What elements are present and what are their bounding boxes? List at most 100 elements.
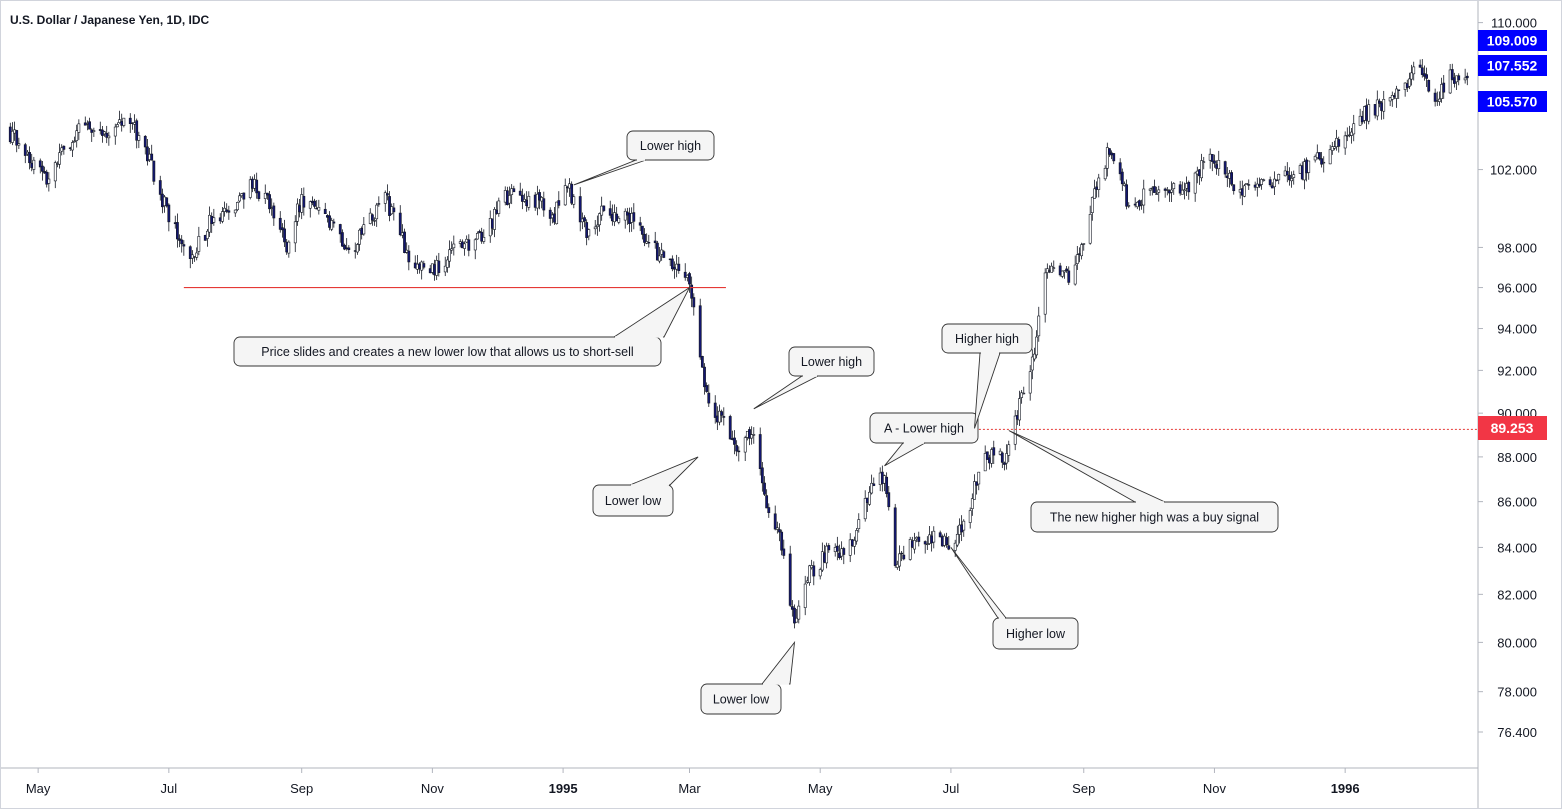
candle-bear [272, 205, 276, 219]
candle-bull [962, 520, 966, 531]
candle-bear [392, 207, 396, 213]
candle-bear [670, 258, 674, 270]
candle-bull [587, 229, 591, 237]
candle-bear [1138, 200, 1141, 207]
candle-bull [1292, 174, 1296, 178]
candle-bear [398, 212, 402, 236]
candle-bear [188, 246, 192, 259]
callout-box [992, 617, 1079, 650]
candle-bear [1230, 172, 1234, 185]
candle-bear [158, 180, 162, 195]
candle-bull [1097, 177, 1101, 190]
candle-bull [857, 519, 861, 530]
candle-bull [77, 123, 81, 133]
candle-bull [212, 217, 216, 223]
candle-bull [1330, 146, 1334, 151]
candle-bear [41, 165, 44, 172]
x-tick-label: 1996 [1331, 781, 1360, 796]
candle-bear [1210, 154, 1214, 162]
annotation-callout[interactable]: Lower low [700, 640, 796, 715]
y-tick-label: 76.400 [1497, 725, 1537, 740]
candle-bull [870, 482, 874, 494]
candle-bull [1170, 189, 1174, 193]
candle-bear [677, 263, 681, 272]
candle-bull [848, 539, 852, 556]
candle-bull [355, 244, 359, 253]
candle-bull [1052, 267, 1056, 269]
candle-bull [1343, 135, 1347, 149]
candle-bear [227, 210, 231, 213]
callout-label: Lower low [605, 494, 662, 508]
annotation-callout[interactable]: Higher low [950, 547, 1079, 650]
annotation-callout[interactable]: Lower low [592, 456, 699, 517]
candle-bear [180, 239, 184, 245]
candle-bull [598, 213, 601, 226]
candle-bull [563, 185, 567, 206]
candle-bull [898, 553, 901, 567]
candle-bear [698, 305, 702, 358]
callout-label: Lower low [713, 693, 770, 707]
candle-bull [375, 204, 379, 220]
candle-bull [75, 130, 79, 141]
candle-bear [1285, 170, 1289, 176]
candle-bear [1457, 75, 1461, 81]
y-tick-label: 110.000 [1491, 16, 1537, 31]
candle-bear [570, 183, 574, 204]
candle-bull [1390, 95, 1394, 100]
candle-bear [985, 451, 989, 460]
candle-bull [1028, 371, 1032, 394]
price-badge-bg [1478, 55, 1547, 76]
candle-bull [236, 202, 239, 211]
candle-bear [422, 263, 426, 268]
candle-bull [137, 135, 141, 141]
candle-bull [555, 201, 559, 225]
candle-bear [992, 447, 996, 456]
price-badges-layer: 109.009 107.552 105.570 89.253 [1478, 30, 1547, 440]
y-tick-label: 82.000 [1497, 587, 1537, 602]
candle-bull [617, 217, 621, 223]
candle-bear [713, 402, 717, 418]
annotation-callout[interactable]: Higher high [941, 323, 1033, 429]
candle-bear [733, 437, 736, 445]
annotation-callout[interactable]: The new higher high was a buy signal [1008, 430, 1279, 533]
candle-bear [1125, 184, 1129, 207]
candle-bear [512, 188, 516, 193]
candle-bear [700, 356, 704, 368]
candle-bear [1067, 270, 1071, 283]
candle-bull [795, 617, 799, 623]
candle-bear [602, 205, 606, 211]
candle-bull [953, 542, 957, 551]
candle-bear [1153, 186, 1156, 193]
candle-bull [1262, 179, 1266, 181]
y-tick-label: 86.000 [1497, 495, 1537, 510]
candle-bull [1090, 197, 1094, 213]
time-axis-panel[interactable] [0, 768, 1478, 809]
candle-bear [1268, 179, 1272, 186]
annotation-callout[interactable]: Price slides and creates a new lower low… [233, 286, 691, 367]
candle-bear [947, 545, 951, 550]
candle-bull [358, 229, 361, 245]
annotation-callout[interactable]: Lower high [573, 130, 715, 186]
y-tick-label: 78.000 [1497, 685, 1537, 700]
annotation-callout[interactable]: Lower high [753, 346, 875, 410]
candle-bear [917, 536, 921, 542]
price-badge-label: 89.253 [1491, 420, 1534, 436]
candle-bull [913, 540, 916, 550]
candle-bear [945, 537, 949, 546]
candle-bull [973, 481, 976, 500]
candle-bear [938, 532, 942, 538]
candle-bear [278, 217, 282, 230]
candle-bull [1103, 167, 1107, 180]
candle-bear [1337, 139, 1341, 147]
x-tick-label: May [808, 781, 833, 796]
candle-bear [548, 209, 552, 219]
candle-bull [1022, 392, 1026, 395]
callout-label: The new higher high was a buy signal [1050, 511, 1259, 525]
candle-bull [1073, 264, 1077, 285]
candle-bear [323, 208, 327, 214]
candle-bull [968, 510, 972, 523]
callout-label: A - Lower high [884, 422, 964, 436]
price-axis-panel[interactable] [1478, 0, 1562, 809]
candle-bear [1178, 184, 1182, 194]
annotation-callout[interactable]: A - Lower high [869, 412, 979, 467]
